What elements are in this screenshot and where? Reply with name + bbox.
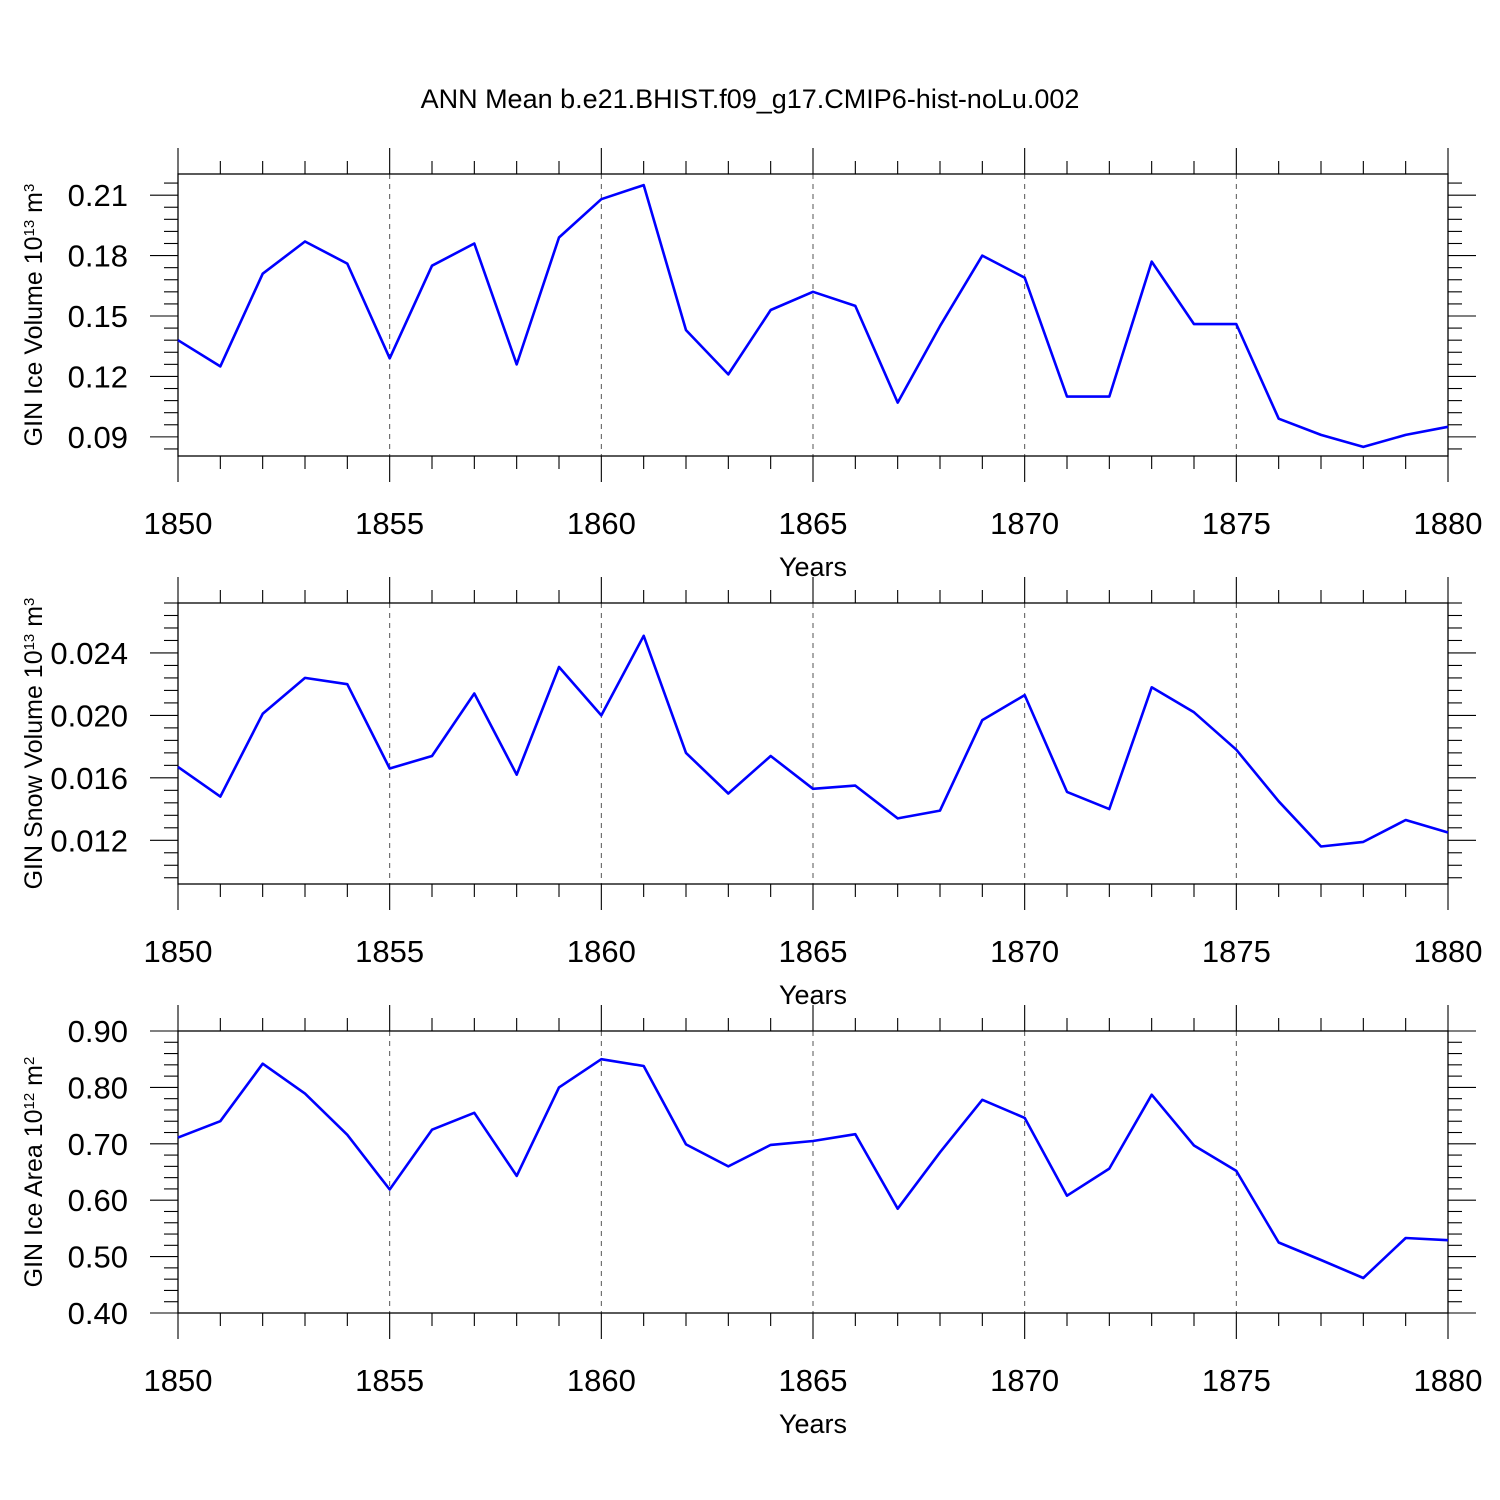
x-tick-label: 1880 <box>1414 934 1483 969</box>
y-axis-label-text: GIN Ice Volume 10 <box>20 236 48 446</box>
x-tick-label: 1855 <box>355 1363 424 1398</box>
x-tick-label: 1860 <box>567 1363 636 1398</box>
y-tick-label: 0.40 <box>68 1296 128 1331</box>
y-axis-label-text: m <box>20 192 48 220</box>
panel-ice-volume: 1850 1855 1860 1865 1870 1875 1880Years0.090.1… <box>20 148 1482 582</box>
figure-title: ANN Mean b.e21.BHIST.f09_g17.CMIP6-hist-… <box>420 84 1080 114</box>
x-tick-label: 1880 <box>1414 1363 1483 1398</box>
x-tick-label: 1860 <box>567 934 636 969</box>
y-axis-label-exponent: 13 <box>21 634 38 651</box>
panel-snow-volume: 1850 1855 1860 1865 1870 1875 1880Years0.0120.… <box>20 577 1482 1010</box>
y-axis-label-exponent: 3 <box>21 598 38 606</box>
x-tick-label: 1865 <box>779 506 848 541</box>
y-tick-label: 0.024 <box>50 636 128 671</box>
x-tick-label: 1855 <box>355 506 424 541</box>
x-tick-label: 1850 <box>144 1363 213 1398</box>
x-tick-label: 1880 <box>1414 506 1483 541</box>
y-tick-label: 0.12 <box>68 359 128 394</box>
x-tick-label: 1870 <box>990 934 1059 969</box>
y-axis-label-exponent: 2 <box>21 1057 38 1065</box>
y-tick-label: 0.60 <box>68 1183 128 1218</box>
y-axis-label-text: GIN Ice Area 10 <box>20 1109 48 1287</box>
y-axis-label-text: GIN Snow Volume 10 <box>20 650 48 889</box>
y-tick-label: 0.50 <box>68 1240 128 1275</box>
y-axis-label: GIN Ice Volume 1013 m3 <box>20 184 48 447</box>
y-tick-label: 0.016 <box>50 761 128 796</box>
y-tick-label: 0.90 <box>68 1014 128 1049</box>
panel-ice-area: 1850 1855 1860 1865 1870 1875 1880 Years 0.40 0.5… <box>20 1005 1482 1439</box>
y-tick-label: 0.21 <box>68 178 128 213</box>
x-tick-label: 1865 <box>779 934 848 969</box>
y-tick-label: 0.70 <box>68 1127 128 1162</box>
y-axis-label: GIN Ice Area 1012 m2 <box>20 1057 48 1288</box>
series-line <box>177 634 1449 848</box>
x-tick-label: 1855 <box>355 934 424 969</box>
y-tick-label: 0.80 <box>68 1070 128 1105</box>
y-tick-label: 0.18 <box>68 239 128 274</box>
x-tick-label: 1875 <box>1202 934 1271 969</box>
series-line <box>177 183 1449 449</box>
y-tick-label: 0.09 <box>68 420 128 455</box>
x-tick-label: 1860 <box>567 506 636 541</box>
x-tick-label: 1875 <box>1202 1363 1271 1398</box>
x-axis-label: Years <box>779 1409 847 1439</box>
y-axis-label-exponent: 13 <box>21 220 38 237</box>
y-tick-label: 0.15 <box>68 299 128 334</box>
series-line <box>177 1057 1449 1280</box>
y-axis-label-text: m <box>20 606 48 634</box>
y-axis-label-exponent: 3 <box>21 184 38 192</box>
x-tick-label: 1875 <box>1202 506 1271 541</box>
y-axis-label-exponent: 12 <box>21 1093 38 1110</box>
y-axis-label-text: m <box>20 1065 48 1093</box>
x-tick-label: 1850 <box>144 934 213 969</box>
x-tick-label: 1865 <box>779 1363 848 1398</box>
x-tick-label: 1850 <box>144 506 213 541</box>
x-tick-label: 1870 <box>990 506 1059 541</box>
y-tick-label: 0.012 <box>50 823 128 858</box>
y-axis-label: GIN Snow Volume 1013 m3 <box>20 598 48 890</box>
y-tick-label: 0.020 <box>50 698 128 733</box>
x-tick-label: 1870 <box>990 1363 1059 1398</box>
